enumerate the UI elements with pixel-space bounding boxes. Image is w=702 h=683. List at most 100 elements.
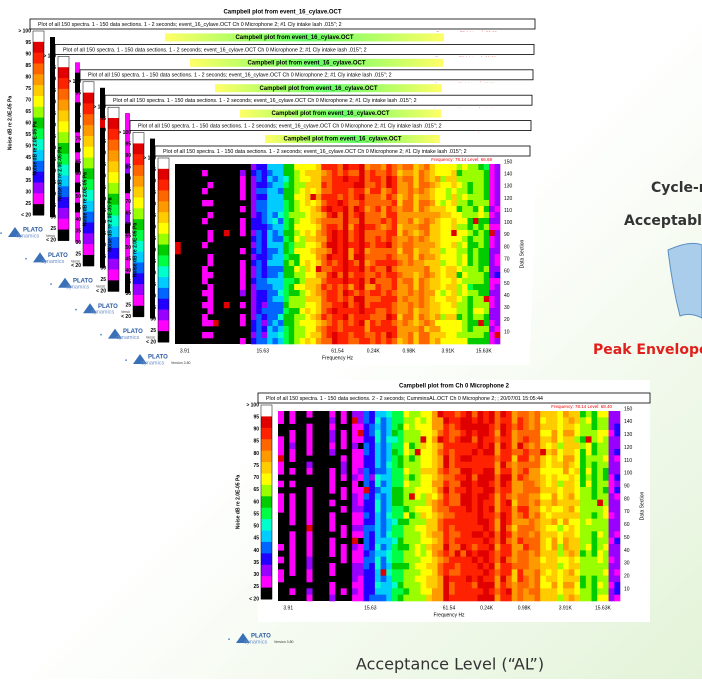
heatmap-cell — [451, 224, 457, 230]
heatmap-cell — [343, 242, 349, 248]
heatmap-cell — [381, 176, 387, 182]
heatmap-cell — [430, 302, 436, 308]
heatmap-cell — [300, 266, 306, 272]
heatmap-cell — [267, 254, 273, 260]
section-tick-label: 90 — [504, 232, 510, 238]
section-tick-label: 120 — [504, 196, 513, 202]
colorbar-label: < 20 — [146, 339, 156, 345]
x-tick-label: 3.91K — [441, 348, 455, 354]
colorbar-swatch — [83, 255, 94, 266]
heatmap-cell — [294, 326, 300, 332]
heatmap-cell — [278, 176, 284, 182]
heatmap-cell — [381, 338, 387, 344]
heatmap-cell — [424, 176, 430, 182]
heatmap-cell — [392, 290, 398, 296]
heatmap-cell — [397, 260, 403, 266]
heatmap-cell — [392, 248, 398, 254]
heatmap-cell — [424, 254, 430, 260]
heatmap-cell — [413, 164, 419, 170]
plot-subtitle: Plot of all 150 spectra. 1 - 150 data se… — [113, 98, 417, 104]
y-axis-label: Noise dB re 2.0E-05 Pa — [132, 223, 138, 277]
heatmap-cell — [267, 182, 273, 188]
heatmap-cell — [256, 206, 262, 212]
heatmap-cell — [424, 206, 430, 212]
heatmap-cell — [413, 212, 419, 218]
heatmap-cell — [307, 563, 313, 570]
heatmap-cell — [495, 326, 501, 332]
heatmap-cell — [359, 278, 365, 284]
heatmap-cell — [307, 449, 313, 456]
heatmap-cell — [392, 296, 398, 302]
heatmap-cell — [310, 308, 316, 314]
heatmap-cell — [495, 254, 501, 260]
heatmap-cell — [478, 230, 484, 236]
heatmap-cell — [478, 188, 484, 194]
heatmap-cell — [446, 248, 452, 254]
heatmap-cell — [484, 314, 490, 320]
heatmap-cell — [294, 194, 300, 200]
heatmap-cell — [375, 236, 381, 242]
section-tick-label: 80 — [504, 244, 510, 250]
heatmap-cell — [359, 206, 365, 212]
heatmap-cell — [457, 224, 463, 230]
heatmap-cell — [364, 455, 370, 462]
heatmap-cell — [262, 284, 268, 290]
colorbar-label: 50 — [125, 245, 131, 251]
heatmap-cell — [386, 314, 392, 320]
heatmap-cell — [327, 302, 333, 308]
heatmap-cell — [419, 224, 425, 230]
heatmap-cell — [251, 254, 257, 260]
heatmap-cell — [316, 254, 322, 260]
heatmap-cell — [262, 278, 268, 284]
heatmap-cell — [278, 411, 284, 418]
heatmap-cell — [267, 296, 273, 302]
heatmap-cell — [365, 212, 371, 218]
heatmap-cell — [273, 164, 279, 170]
heatmap-cell — [370, 302, 376, 308]
heatmap-cell — [419, 338, 425, 344]
heatmap-cell — [392, 206, 398, 212]
heatmap-cell — [352, 462, 358, 469]
heatmap-cell — [273, 224, 279, 230]
heatmap-cell — [310, 236, 316, 242]
heatmap-cell — [278, 278, 284, 284]
heatmap-cell — [321, 248, 327, 254]
heatmap-cell — [316, 314, 322, 320]
heatmap-cell — [352, 563, 358, 570]
readout: Frequency: 78.14 Level: 66.69 — [431, 157, 492, 162]
heatmap-cell — [283, 200, 289, 206]
heatmap-cell — [424, 164, 430, 170]
heatmap-cell — [289, 260, 295, 266]
heatmap-cell — [440, 284, 446, 290]
heatmap-cell — [451, 272, 457, 278]
heatmap-cell — [462, 290, 468, 296]
heatmap-cell — [478, 182, 484, 188]
heatmap-cell — [392, 242, 398, 248]
heatmap-cell — [267, 218, 273, 224]
heatmap-cell — [489, 266, 495, 272]
heatmap-cell — [294, 164, 300, 170]
heatmap-cell — [310, 188, 316, 194]
heatmap-cell — [364, 538, 370, 545]
heatmap-cell — [468, 320, 474, 326]
heatmap-cell — [468, 326, 474, 332]
heatmap-cell — [408, 218, 414, 224]
heatmap-cell — [289, 538, 295, 545]
heatmap-cell — [300, 272, 306, 278]
heatmap-cell — [375, 194, 381, 200]
heatmap-cell — [343, 182, 349, 188]
heatmap-cell — [359, 302, 365, 308]
heatmap-cell — [332, 206, 338, 212]
heatmap-cell — [316, 188, 322, 194]
heatmap-cell — [321, 320, 327, 326]
colorbar-label: 25 — [125, 302, 131, 308]
heatmap-cell — [440, 236, 446, 242]
colorbar-swatch — [83, 147, 94, 158]
heatmap-cell — [348, 248, 354, 254]
heatmap-cell — [329, 449, 335, 456]
heatmap-cell — [294, 182, 300, 188]
heatmap-cell — [338, 212, 344, 218]
heatmap-cell — [267, 326, 273, 332]
heatmap-cell — [256, 230, 262, 236]
heatmap-cell — [251, 272, 257, 278]
